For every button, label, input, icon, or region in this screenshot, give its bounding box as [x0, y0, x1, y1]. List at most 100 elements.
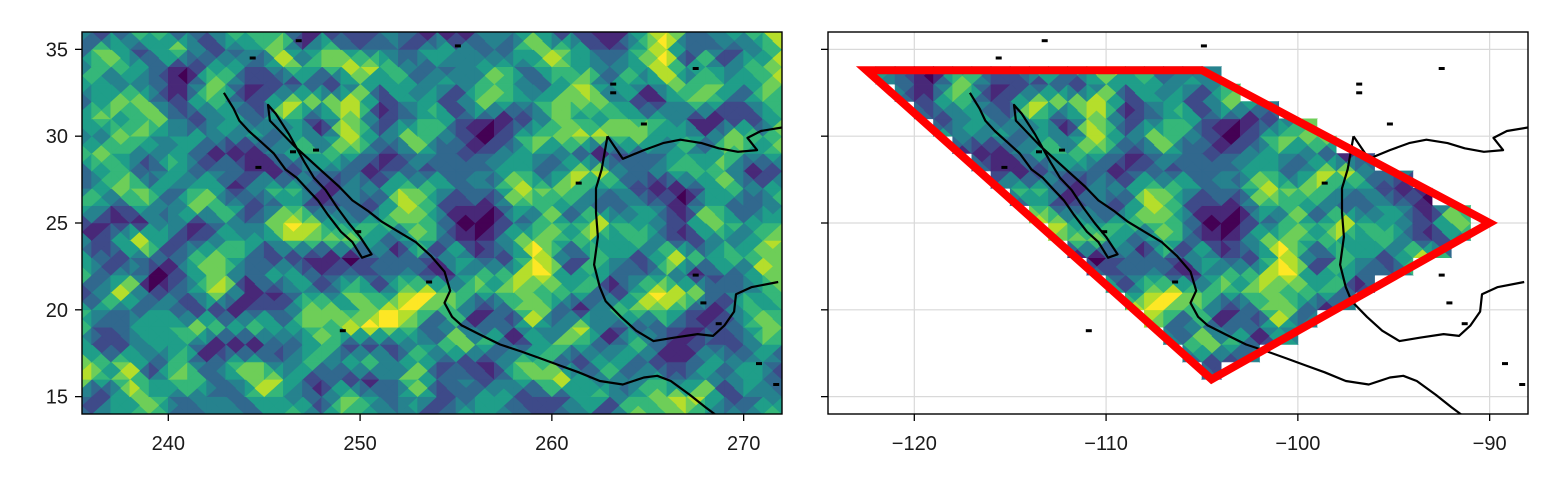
contour-cell	[206, 66, 217, 85]
contour-cell	[570, 239, 582, 259]
contour-cell	[801, 180, 820, 189]
contour-cell	[589, 413, 611, 414]
contour-cell	[1125, 274, 1136, 294]
contour-cell	[743, 413, 744, 414]
contour-cell	[1355, 187, 1366, 207]
contour-cell	[474, 204, 486, 224]
contour-cell	[129, 118, 140, 137]
contour-cell	[609, 423, 628, 432]
contour-cell	[1201, 187, 1213, 207]
contour-cell	[685, 343, 697, 363]
contour-cell	[792, 154, 802, 171]
contour-cell	[436, 291, 447, 311]
contour-cell	[474, 274, 486, 294]
contour-cell	[628, 309, 639, 328]
contour-cell	[532, 135, 543, 155]
contour-cell	[474, 239, 486, 259]
contour-cell	[263, 291, 275, 311]
contour-cell	[187, 378, 198, 398]
contour-cell	[590, 423, 609, 432]
contour-cell	[781, 170, 782, 189]
contour-cell	[168, 100, 179, 120]
contour-cell	[1355, 257, 1366, 276]
contour-cell	[398, 395, 409, 414]
contour-cell	[302, 118, 313, 137]
contour-cell	[1125, 204, 1136, 224]
contour-cell	[302, 239, 313, 259]
contour-cell	[781, 257, 782, 276]
contour-cell	[743, 291, 754, 311]
contour-cell	[1240, 187, 1251, 207]
contour-cell	[186, 413, 208, 414]
contour-cell	[725, 423, 744, 432]
contour-cell	[704, 204, 716, 224]
contour-cell	[1240, 118, 1251, 137]
contour-cell	[647, 291, 658, 311]
contour-cell	[129, 378, 140, 398]
x-tick-label: −110	[1084, 433, 1128, 455]
contour-cell	[149, 423, 168, 432]
contour-cell	[245, 423, 264, 432]
contour-cell	[168, 135, 179, 155]
contour-cell	[781, 152, 782, 172]
island-mark	[1386, 122, 1393, 126]
contour-cell	[129, 343, 140, 363]
contour-cell	[801, 258, 820, 267]
contour-cell	[551, 118, 562, 137]
contour-cell	[743, 309, 754, 328]
contour-cell	[187, 361, 198, 380]
contour-cell	[724, 66, 735, 85]
contour-cell	[1182, 204, 1193, 224]
contour-cell	[647, 413, 649, 414]
contour-cell	[206, 395, 217, 414]
contour-cell	[244, 413, 265, 414]
contour-cell	[781, 118, 782, 137]
contour-cell	[283, 204, 294, 224]
contour-cell	[110, 257, 121, 276]
contour-cell	[283, 83, 294, 103]
contour-cell	[685, 395, 697, 414]
contour-cell	[206, 413, 207, 414]
contour-cell	[811, 102, 821, 119]
contour-cell	[801, 136, 811, 153]
contour-cell	[129, 326, 140, 346]
contour-cell	[685, 291, 697, 311]
contour-cell	[340, 291, 351, 311]
contour-cell	[801, 379, 811, 396]
contour-cell	[82, 344, 93, 354]
contour-cell	[801, 293, 820, 302]
contour-cell	[685, 204, 697, 224]
contour-cell	[704, 32, 716, 51]
contour-cell	[628, 204, 639, 224]
contour-cell	[91, 413, 93, 414]
left-contour-field	[82, 32, 821, 432]
contour-cell	[206, 118, 217, 137]
contour-cell	[801, 240, 811, 257]
contour-cell	[417, 413, 419, 414]
contour-cell	[990, 100, 1002, 120]
contour-cell	[493, 413, 515, 414]
contour-cell	[82, 326, 93, 337]
contour-cell	[724, 274, 735, 294]
contour-cell	[1144, 291, 1155, 311]
contour-cell	[493, 204, 505, 224]
contour-cell	[781, 222, 782, 242]
coastline-path	[1352, 126, 1528, 160]
contour-cell	[92, 423, 111, 432]
contour-cell	[801, 32, 820, 41]
contour-cell	[110, 343, 121, 363]
contour-cell	[704, 413, 726, 414]
contour-cell	[436, 378, 447, 398]
contour-cell	[398, 291, 409, 311]
contour-cell	[82, 404, 83, 406]
contour-cell	[801, 188, 811, 205]
contour-cell	[1278, 187, 1289, 207]
contour-cell	[283, 152, 294, 172]
contour-cell	[532, 32, 543, 51]
contour-cell	[110, 378, 121, 398]
contour-cell	[1316, 222, 1328, 242]
contour-cell	[82, 318, 83, 319]
contour-cell	[1029, 152, 1040, 172]
contour-cell	[589, 361, 601, 380]
contour-cell	[781, 309, 782, 328]
